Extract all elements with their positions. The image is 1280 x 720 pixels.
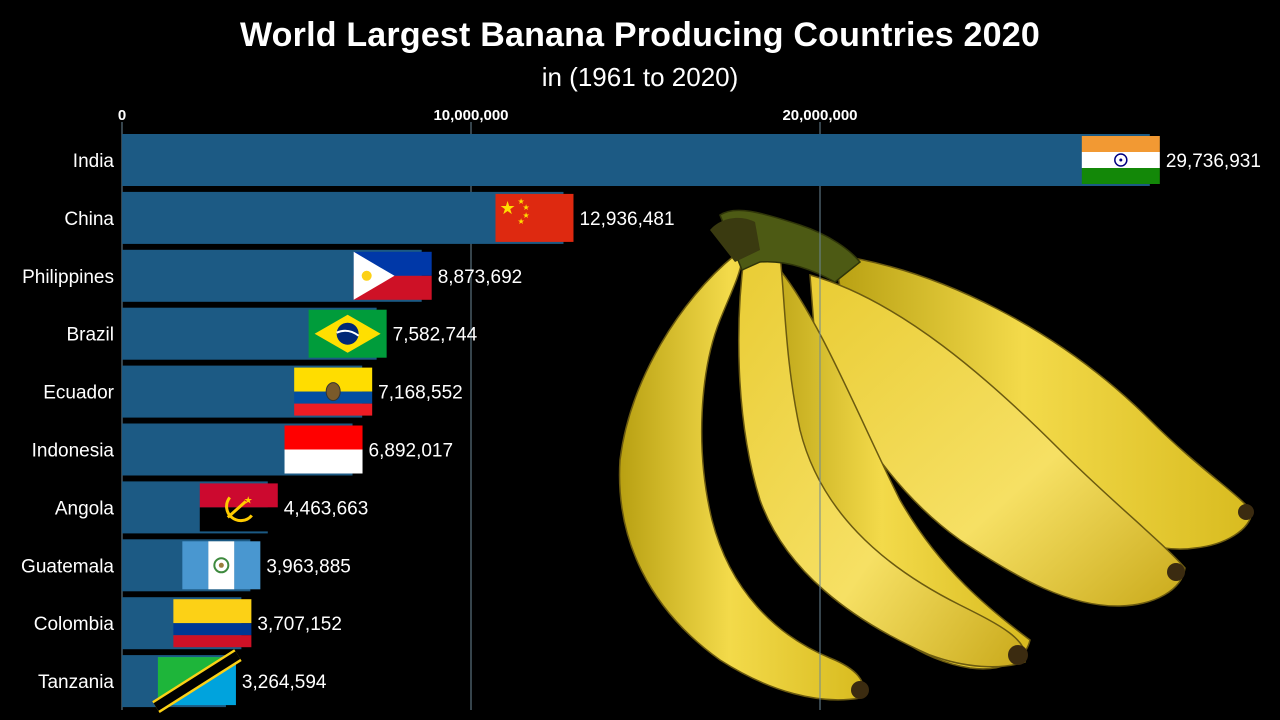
chart-title: World Largest Banana Producing Countries… bbox=[240, 16, 1040, 54]
category-label-brazil: Brazil bbox=[66, 325, 114, 346]
colombia-flag-icon bbox=[173, 599, 252, 648]
x-axis-ticks: 0 10,000,000 20,000,000 bbox=[118, 107, 858, 124]
category-label-china: China bbox=[64, 209, 114, 230]
category-label-india: India bbox=[73, 151, 115, 172]
value-label-colombia: 3,707,152 bbox=[257, 614, 342, 635]
svg-text:★: ★ bbox=[499, 198, 515, 219]
bar-india bbox=[122, 134, 1150, 186]
india-flag-icon bbox=[1081, 136, 1160, 184]
category-label-philippines: Philippines bbox=[22, 267, 114, 288]
philippines-flag-icon bbox=[353, 251, 432, 300]
value-label-china: 12,936,481 bbox=[579, 209, 674, 230]
bar-labels: India 29,736,931 China 12,936,481 Philippine… bbox=[21, 151, 1261, 693]
brazil-flag-icon bbox=[308, 309, 387, 358]
indonesia-flag-icon bbox=[284, 425, 363, 474]
svg-text:★: ★ bbox=[517, 197, 524, 206]
category-label-angola: Angola bbox=[55, 498, 115, 519]
x-tick-label: 20,000,000 bbox=[782, 107, 857, 124]
category-label-tanzania: Tanzania bbox=[38, 672, 114, 693]
category-label-ecuador: Ecuador bbox=[43, 383, 114, 404]
bar-china bbox=[122, 191, 564, 244]
ecuador-flag-icon bbox=[294, 367, 373, 416]
value-label-india: 29,736,931 bbox=[1166, 151, 1261, 172]
svg-text:★: ★ bbox=[517, 217, 524, 226]
x-tick-label: 10,000,000 bbox=[433, 107, 508, 124]
guatemala-flag-icon bbox=[182, 541, 261, 590]
value-label-tanzania: 3,264,594 bbox=[242, 672, 327, 693]
category-label-indonesia: Indonesia bbox=[32, 441, 115, 462]
category-label-guatemala: Guatemala bbox=[21, 556, 114, 577]
x-tick-label: 0 bbox=[118, 107, 126, 124]
bars: ★ ★★★★★ bbox=[122, 134, 1160, 714]
value-label-brazil: 7,582,744 bbox=[393, 325, 478, 346]
svg-text:★: ★ bbox=[244, 495, 253, 506]
value-label-angola: 4,463,663 bbox=[284, 498, 369, 519]
chart-subtitle: in (1961 to 2020) bbox=[541, 62, 739, 92]
value-label-ecuador: 7,168,552 bbox=[378, 383, 463, 404]
banana-bunch-image bbox=[618, 209, 1254, 701]
tanzania-flag-icon bbox=[152, 649, 242, 714]
svg-text:★: ★ bbox=[522, 203, 529, 212]
angola-flag-icon: ★ bbox=[199, 483, 278, 532]
value-label-indonesia: 6,892,017 bbox=[369, 441, 454, 462]
china-flag-icon: ★ ★★★★ bbox=[495, 193, 574, 242]
value-label-philippines: 8,873,692 bbox=[438, 267, 523, 288]
category-label-colombia: Colombia bbox=[34, 614, 115, 635]
value-label-guatemala: 3,963,885 bbox=[266, 556, 351, 577]
svg-text:★: ★ bbox=[522, 211, 529, 220]
